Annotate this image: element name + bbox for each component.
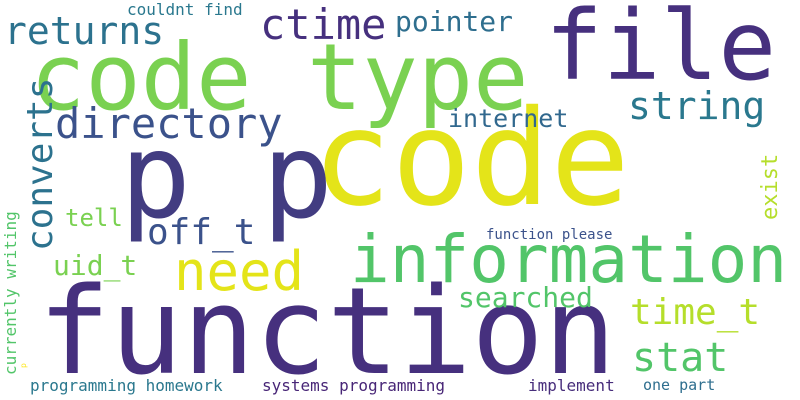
word-ctime: ctime bbox=[260, 0, 387, 49]
word-uid-t: uid_t bbox=[53, 249, 138, 282]
word-off-t: off_t bbox=[147, 212, 256, 253]
word-function-please: function please bbox=[486, 227, 613, 243]
word-converts: converts bbox=[20, 77, 61, 251]
word-tell: tell bbox=[65, 204, 123, 232]
word-pointer: pointer bbox=[395, 5, 514, 38]
word-one-part: one part bbox=[643, 376, 716, 394]
word-couldnt-find: couldnt find bbox=[127, 0, 243, 19]
word-systems-programming: systems programming bbox=[262, 376, 446, 395]
word-string: string bbox=[628, 84, 766, 128]
word-stat: stat bbox=[632, 335, 729, 381]
word-p-p: p p bbox=[120, 107, 334, 245]
word-internet: internet bbox=[448, 104, 569, 133]
word-p-small: p bbox=[19, 363, 28, 368]
word-exist: exist bbox=[758, 153, 783, 220]
word-need: need bbox=[174, 240, 305, 303]
word-file: file bbox=[545, 0, 777, 102]
word-programming-homework: programming homework bbox=[30, 376, 223, 395]
word-searched: searched bbox=[458, 281, 593, 314]
word-information: information bbox=[350, 221, 788, 298]
word-function: function bbox=[38, 263, 616, 400]
word-returns: returns bbox=[4, 9, 165, 53]
word-directory: directory bbox=[55, 99, 283, 148]
word-currently-writing: currently writing bbox=[1, 211, 20, 375]
word-code-type: code type bbox=[30, 24, 529, 131]
word-implement: implement bbox=[528, 376, 615, 395]
word-code: code bbox=[312, 82, 630, 236]
word-time-t: time_t bbox=[630, 292, 761, 333]
